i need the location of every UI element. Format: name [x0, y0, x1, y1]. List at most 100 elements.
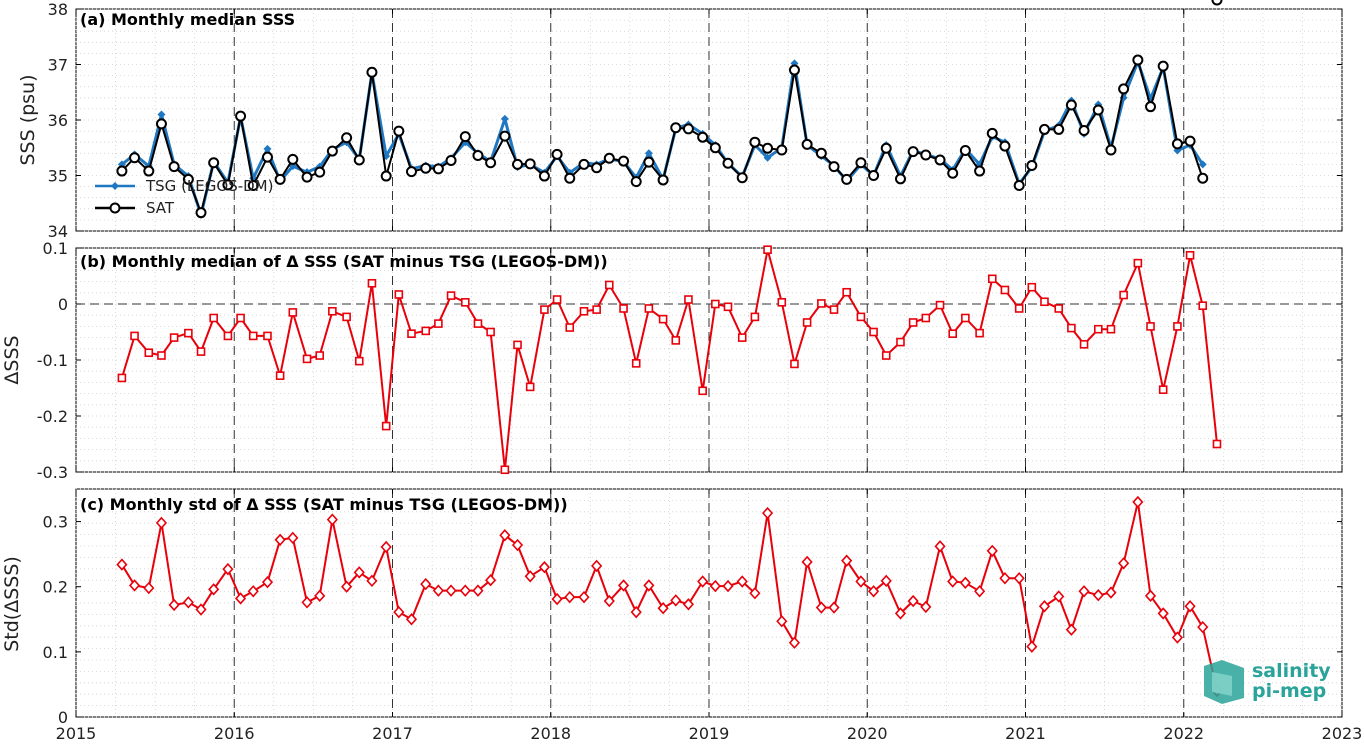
data-point	[1093, 324, 1103, 334]
data-point	[1173, 322, 1182, 331]
data-point	[817, 299, 826, 308]
data-point	[1078, 585, 1090, 598]
data-point	[1105, 144, 1117, 156]
data-point	[1157, 607, 1169, 620]
data-point	[169, 333, 179, 342]
data-point	[987, 274, 997, 284]
data-point	[1106, 324, 1116, 334]
data-point	[1212, 439, 1222, 449]
data-point	[682, 123, 694, 135]
data-point	[630, 605, 642, 619]
data-point	[208, 583, 220, 596]
data-point	[130, 331, 139, 341]
data-point	[235, 110, 247, 122]
data-point	[709, 142, 721, 154]
data-point	[869, 327, 878, 337]
data-point	[722, 157, 734, 169]
data-point	[434, 319, 443, 328]
data-point	[1118, 83, 1130, 95]
data-point	[143, 165, 155, 177]
data-point	[209, 313, 218, 323]
data-point	[1157, 60, 1169, 72]
data-point	[896, 337, 905, 347]
data-point	[643, 156, 655, 168]
data-point	[920, 600, 932, 614]
data-point	[579, 306, 589, 316]
data-point	[578, 158, 590, 170]
data-point	[881, 351, 891, 360]
data-point	[511, 538, 524, 552]
data-point	[222, 562, 234, 576]
ytick-label: 0.1	[43, 239, 68, 258]
data-point	[947, 575, 959, 588]
data-point	[856, 312, 866, 322]
data-point	[736, 575, 748, 588]
data-point	[1146, 322, 1155, 331]
data-point	[829, 305, 839, 314]
data-point	[274, 173, 286, 185]
data-point	[682, 598, 695, 611]
data-point	[302, 354, 312, 364]
data-point	[301, 596, 313, 609]
data-point	[1079, 340, 1089, 349]
data-point	[880, 142, 892, 154]
data-point	[907, 594, 919, 608]
data-point	[1132, 495, 1144, 509]
data-point	[287, 531, 299, 545]
data-point	[1038, 123, 1050, 135]
data-point	[394, 290, 404, 299]
data-point	[473, 319, 483, 328]
data-point	[512, 158, 524, 170]
data-point	[1211, 0, 1223, 6]
data-point	[894, 173, 906, 185]
ytick-label: 0.2	[43, 578, 68, 597]
data-point	[880, 574, 892, 588]
ytick-label: -0.1	[37, 351, 68, 370]
data-point	[538, 170, 550, 182]
data-point	[129, 152, 141, 164]
data-point	[314, 589, 326, 603]
xtick-label: 2017	[372, 724, 413, 743]
data-point	[790, 359, 799, 369]
data-point	[235, 592, 247, 605]
data-point	[420, 577, 432, 591]
data-point	[460, 298, 470, 307]
panel-b-title: (b) Monthly median of Δ SSS (SAT minus T…	[80, 252, 608, 271]
data-point	[540, 305, 549, 314]
data-point	[658, 314, 668, 324]
data-point	[459, 584, 471, 597]
panel-c-ylabel: Std(ΔSSS)	[1, 556, 23, 652]
data-point	[182, 173, 194, 185]
data-point	[619, 304, 628, 313]
data-point	[788, 64, 800, 76]
data-point	[974, 585, 986, 598]
ytick-label: 37	[48, 56, 68, 75]
panel-b-yticks: -0.3 -0.2 -0.1 0 0.1	[37, 239, 1343, 482]
data-point	[763, 245, 772, 254]
data-point	[999, 572, 1011, 585]
panel-c: 00.10.20.3 2015 2016 2017 2018 2019 2020 2021 2…	[1, 488, 1362, 743]
data-point	[1067, 323, 1076, 333]
data-point	[736, 172, 748, 184]
data-point	[551, 148, 563, 160]
data-point	[538, 560, 550, 574]
data-point	[1013, 179, 1025, 191]
data-point	[959, 145, 971, 157]
ytick-label: -0.2	[37, 407, 68, 426]
data-point	[564, 590, 576, 604]
data-point	[168, 598, 180, 612]
data-point	[763, 153, 772, 162]
data-point	[698, 386, 707, 396]
data-point	[643, 579, 655, 592]
panel-b: -0.3 -0.2 -0.1 0 0.1 (b) Monthly median of Δ…	[1, 239, 1343, 482]
panel-a: 34 35 36 37 38 (a) Monthly median SSS SSS (p…	[17, 0, 1343, 241]
data-point	[1092, 104, 1104, 116]
ytick-label: 0.3	[43, 513, 68, 532]
data-point	[762, 142, 774, 154]
panel-b-series	[117, 245, 1222, 475]
ytick-label: 38	[48, 0, 68, 19]
data-point	[1054, 304, 1064, 313]
ytick-label: 0	[58, 295, 68, 314]
data-point	[393, 605, 405, 619]
data-point	[261, 151, 273, 163]
